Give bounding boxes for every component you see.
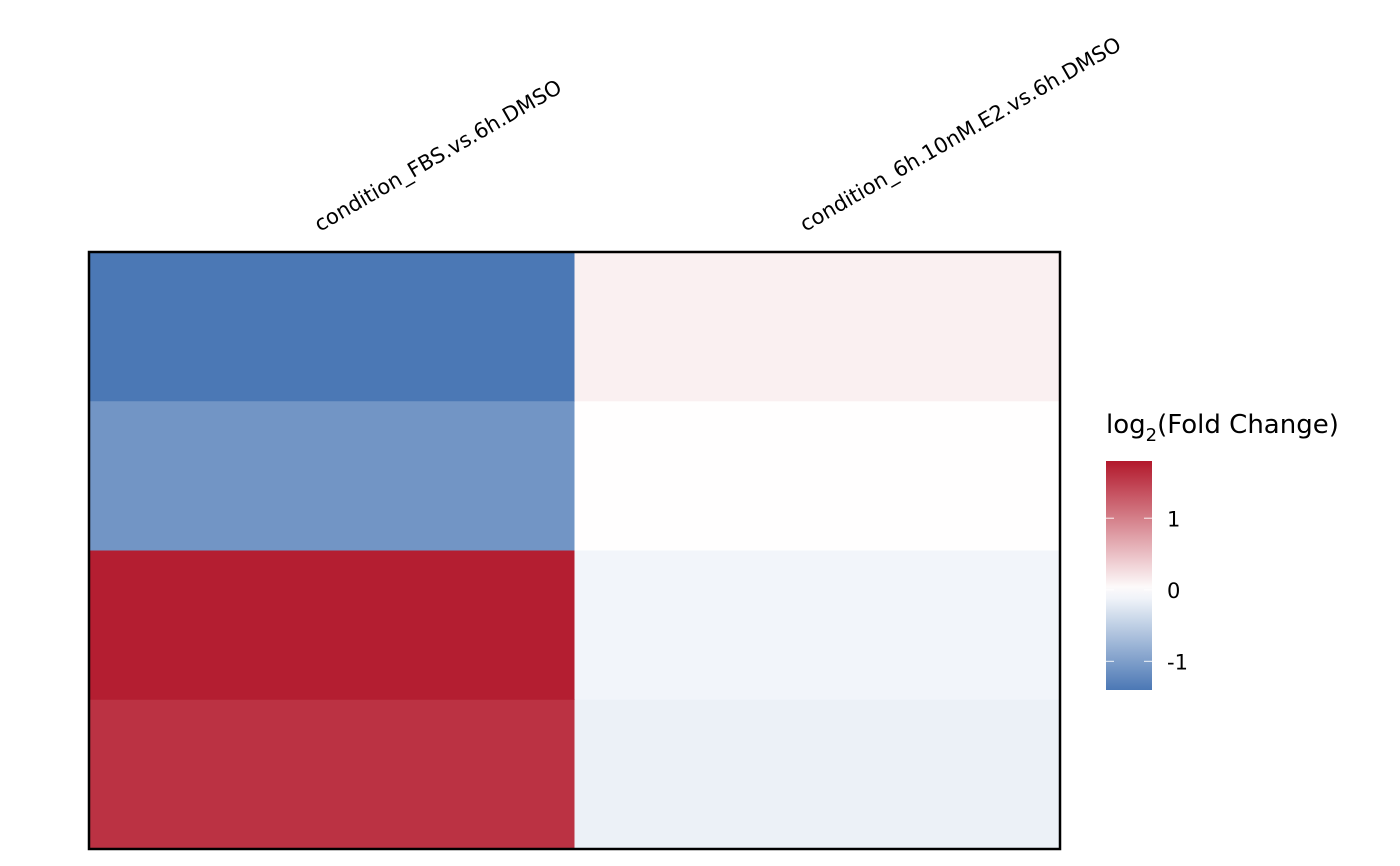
legend-title: log2(Fold Change) <box>1106 410 1339 446</box>
heatmap-cell <box>89 699 575 850</box>
heatmap-cell <box>89 401 575 551</box>
legend-colorbar <box>1106 461 1152 690</box>
legend-tick-label: 1 <box>1167 507 1180 531</box>
heatmap-cell <box>574 401 1061 551</box>
column-label: condition_6h.10nM.E2.vs.6h.DMSO <box>796 32 1126 237</box>
legend-title-main: log <box>1106 410 1146 440</box>
heatmap-cell <box>574 252 1061 402</box>
heatmap-cell <box>89 252 575 402</box>
column-labels: condition_FBS.vs.6h.DMSO condition_6h.10n… <box>310 32 1125 237</box>
heatmap-border <box>87 250 1062 851</box>
heatmap-cells <box>89 252 1061 850</box>
legend-title-rest: (Fold Change) <box>1157 410 1339 440</box>
legend-tick-label: 0 <box>1167 579 1180 603</box>
legend-tick-label: -1 <box>1167 650 1188 674</box>
heatmap-cell <box>89 550 575 701</box>
column-label: condition_FBS.vs.6h.DMSO <box>310 75 566 237</box>
legend-ticks: 1 0 -1 <box>1106 507 1188 674</box>
color-legend: log2(Fold Change) 1 0 -1 <box>1106 410 1339 690</box>
legend-title-subscript: 2 <box>1146 425 1157 446</box>
heatmap-cell <box>574 550 1061 701</box>
heatmap-cell <box>574 699 1061 850</box>
